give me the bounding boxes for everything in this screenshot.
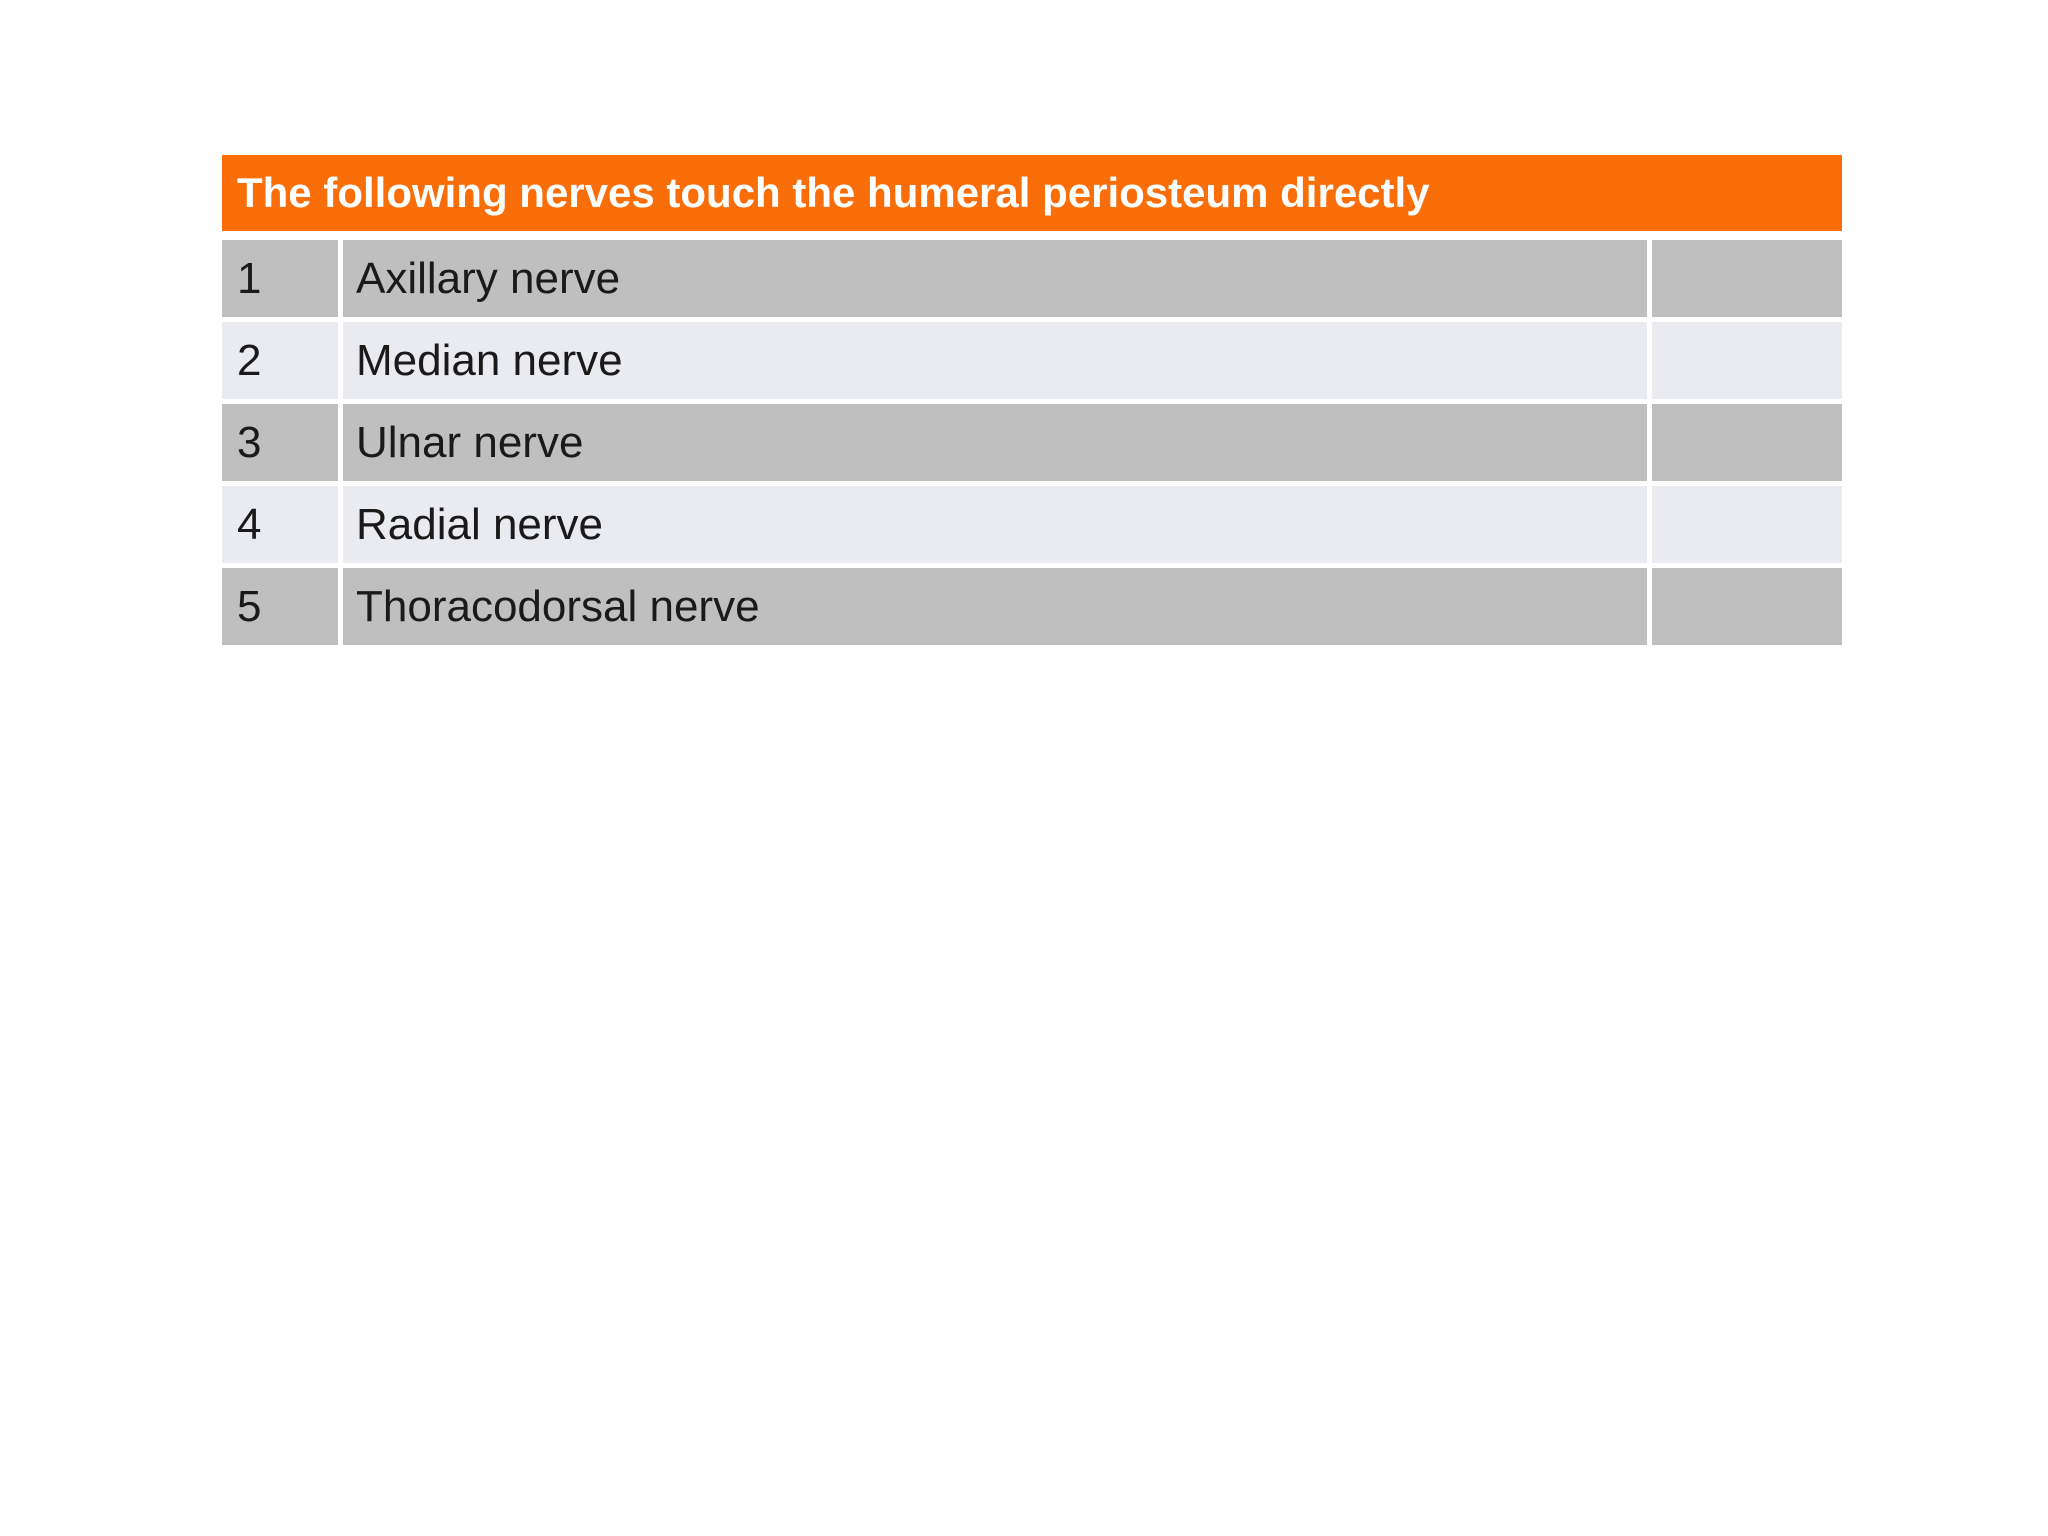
row-label: Axillary nerve (343, 240, 1647, 317)
table-row: 3 Ulnar nerve (222, 404, 1842, 481)
answer-cell (1652, 240, 1842, 317)
table-title-bar: The following nerves touch the humeral p… (222, 155, 1842, 231)
answer-cell (1652, 322, 1842, 399)
nerves-quiz-table: The following nerves touch the humeral p… (222, 155, 1842, 645)
row-number: 2 (222, 322, 338, 399)
answer-cell (1652, 486, 1842, 563)
table-row: 4 Radial nerve (222, 486, 1842, 563)
row-number: 4 (222, 486, 338, 563)
table-row: 2 Median nerve (222, 322, 1842, 399)
row-number: 1 (222, 240, 338, 317)
answer-cell (1652, 404, 1842, 481)
row-label: Radial nerve (343, 486, 1647, 563)
row-label: Median nerve (343, 322, 1647, 399)
row-number: 3 (222, 404, 338, 481)
row-label: Ulnar nerve (343, 404, 1647, 481)
table-row: 1 Axillary nerve (222, 240, 1842, 317)
answer-cell (1652, 568, 1842, 645)
row-label: Thoracodorsal nerve (343, 568, 1647, 645)
table-row: 5 Thoracodorsal nerve (222, 568, 1842, 645)
row-number: 5 (222, 568, 338, 645)
